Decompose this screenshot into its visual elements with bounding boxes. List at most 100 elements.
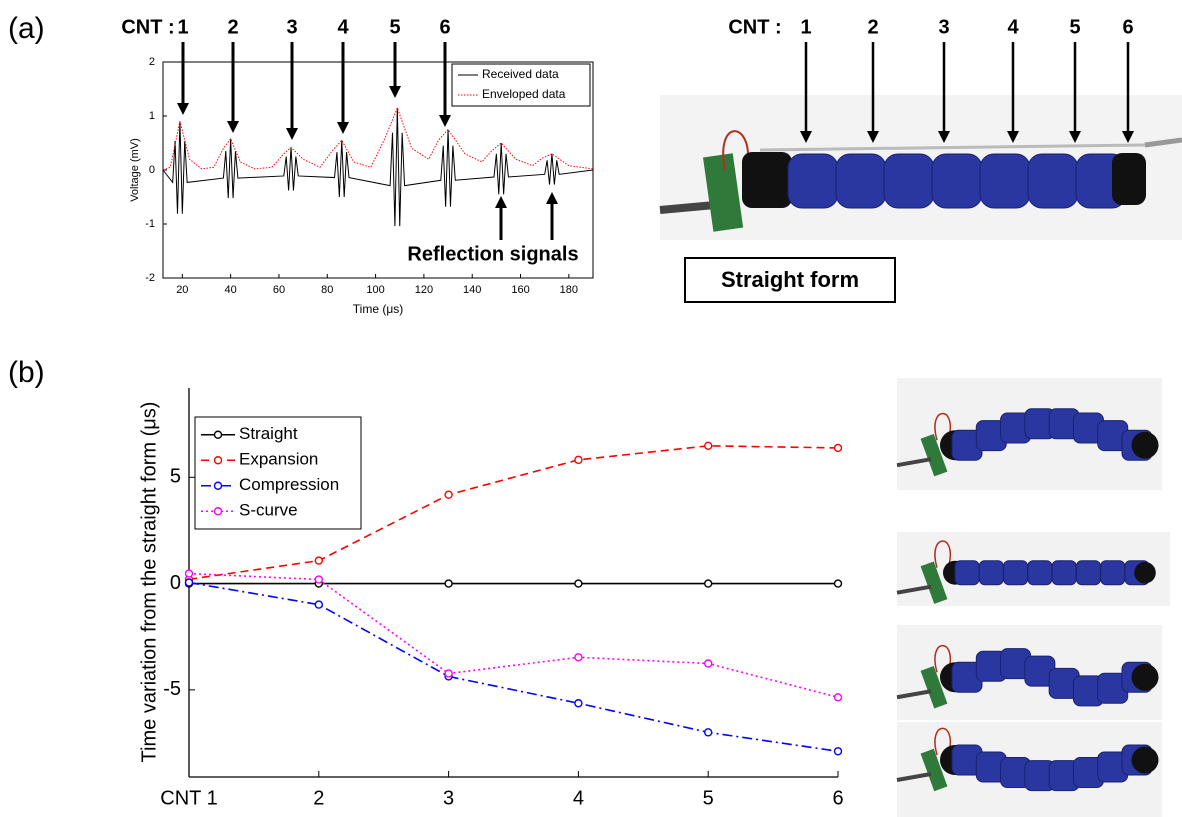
x-tick-label: 3	[443, 787, 454, 809]
point	[444, 490, 453, 499]
circuit-board	[920, 748, 948, 792]
legend-label: Straight	[239, 424, 298, 443]
legend-label: Received data	[482, 67, 559, 81]
foam-segment	[979, 153, 1031, 209]
end-cap	[742, 152, 792, 208]
cable	[896, 689, 932, 700]
y-tick-label: 1	[149, 110, 155, 122]
series-line	[188, 581, 839, 753]
point	[704, 659, 713, 668]
arrow-head	[495, 196, 507, 208]
foam-segment	[1027, 560, 1053, 586]
point	[704, 728, 713, 737]
x-tick-label: 2	[313, 787, 324, 809]
foam-segment	[978, 560, 1004, 586]
series-line	[162, 107, 594, 227]
legend-marker	[213, 456, 223, 465]
cnt-label: CNT :	[728, 16, 781, 38]
foam-segment	[1075, 560, 1101, 586]
legend-marker	[213, 481, 223, 490]
legend-label: S-curve	[239, 501, 298, 520]
cnt-marker: 1	[800, 16, 811, 38]
x-axis-label: Time (μs)	[353, 302, 403, 316]
x-tick-label: 100	[366, 284, 384, 296]
foam-segment	[1100, 560, 1126, 586]
cnt-marker: 5	[1069, 16, 1080, 38]
cable	[896, 584, 932, 595]
foam-segment	[931, 153, 983, 209]
foam-segment	[1027, 153, 1079, 209]
cnt-marker: 2	[227, 16, 238, 38]
cnt-marker: 6	[1122, 16, 1133, 38]
arrow-head	[546, 192, 558, 204]
lead-wire	[934, 644, 952, 673]
cnt-marker: 5	[389, 16, 400, 38]
x-tick-label: 20	[176, 284, 188, 296]
point	[184, 569, 194, 578]
cnt-marker: 3	[938, 16, 949, 38]
panel-label: (a)	[8, 12, 45, 45]
cnt-marker: 6	[439, 16, 450, 38]
foam-segment	[835, 153, 887, 209]
cable	[896, 457, 932, 468]
cnt-marker: 3	[286, 16, 297, 38]
foam-segment	[1003, 560, 1029, 586]
y-tick-label: 5	[170, 466, 181, 488]
end-cap	[1131, 663, 1159, 691]
cable	[1144, 137, 1182, 148]
point	[833, 443, 843, 453]
arrow-head	[800, 131, 812, 143]
point	[833, 579, 843, 588]
point	[833, 693, 843, 702]
arrow-head	[177, 103, 189, 115]
arrow-head	[337, 122, 349, 134]
cable	[659, 201, 716, 214]
lead-wire	[722, 130, 750, 171]
y-tick-label: 2	[149, 56, 155, 68]
annotation: Reflection signals	[407, 243, 578, 265]
series-line	[188, 572, 839, 699]
y-tick-label: 0	[170, 572, 181, 594]
lead-wire	[934, 727, 952, 756]
point	[184, 578, 194, 587]
lead-wire	[934, 412, 952, 441]
legend-label: Expansion	[239, 450, 318, 469]
arrow-head	[389, 86, 401, 98]
arrow-head	[1007, 131, 1019, 143]
foam-segment	[954, 560, 980, 586]
point	[704, 579, 713, 588]
point	[314, 600, 323, 609]
y-axis-label: Voltage (mV)	[129, 138, 141, 202]
arrow-head	[227, 121, 239, 133]
point	[314, 575, 323, 584]
x-tick-label: 6	[832, 787, 843, 809]
end-cap	[1131, 431, 1159, 459]
cnt-marker: 2	[867, 16, 878, 38]
x-tick-label: 120	[415, 284, 433, 296]
end-cap	[1112, 153, 1146, 205]
point	[444, 669, 453, 678]
y-tick-label: -5	[163, 678, 181, 700]
y-tick-label: 0	[149, 164, 155, 176]
y-tick-label: -1	[145, 218, 155, 230]
arrow-head	[286, 128, 298, 140]
circuit-board	[920, 666, 948, 709]
wire	[759, 143, 1146, 152]
x-tick-label: 60	[273, 284, 285, 296]
legend-label: Enveloped data	[482, 87, 566, 101]
end-cap	[1134, 561, 1156, 584]
end-cap	[1131, 746, 1159, 774]
arrow-head	[1069, 131, 1081, 143]
y-tick-label: -2	[145, 272, 155, 284]
point	[833, 747, 843, 756]
legend-box	[194, 416, 362, 530]
legend-marker	[213, 507, 223, 516]
point	[574, 579, 583, 588]
circuit-board	[920, 561, 948, 604]
arrow-head	[439, 115, 451, 127]
point	[314, 556, 323, 565]
point	[444, 579, 453, 588]
legend-label: Compression	[239, 475, 339, 494]
x-tick-label: 160	[511, 284, 529, 296]
